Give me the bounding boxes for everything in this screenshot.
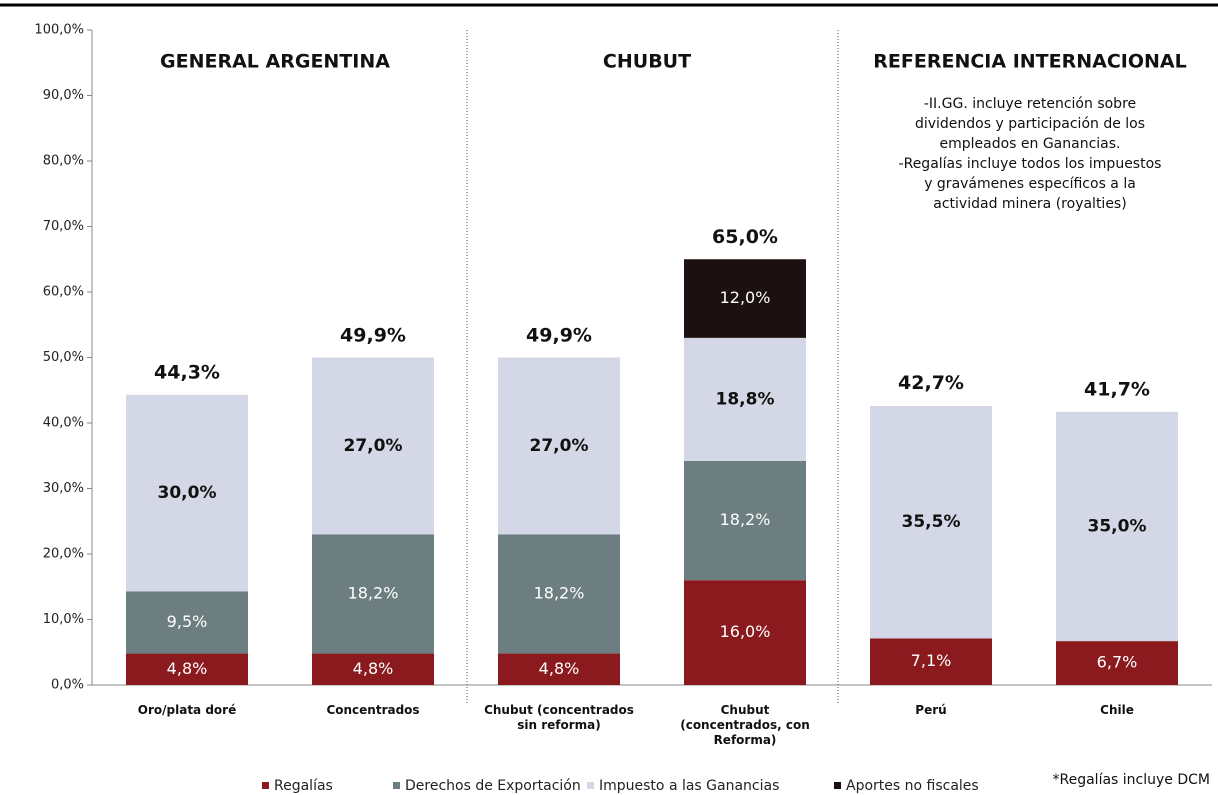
note-line: dividendos y participación de los (915, 116, 1145, 132)
legend-swatch (262, 782, 269, 789)
segment-label: 7,1% (911, 651, 952, 670)
bar-segment (126, 591, 248, 654)
bar-segment (1056, 641, 1178, 685)
segment-label: 16,0% (720, 622, 771, 641)
x-tick-label: Chubut (concentrados sin reforma) (484, 703, 634, 732)
total-label: 44,3% (154, 361, 220, 383)
bar-segment (312, 534, 434, 654)
y-tick-label: 90,0% (43, 88, 84, 103)
bar-segment (126, 394, 248, 592)
x-tick-label: Chile (1100, 703, 1134, 717)
x-tick-label: Concentrados (326, 703, 420, 717)
total-label: 42,7% (898, 372, 964, 394)
y-tick-label: 40,0% (43, 416, 84, 431)
segment-label: 35,5% (902, 512, 961, 532)
y-tick-label: 20,0% (43, 547, 84, 562)
segment-label: 18,2% (534, 583, 585, 602)
legend-swatch (587, 782, 594, 789)
segment-label: 27,0% (530, 436, 589, 456)
bar-segment (498, 357, 620, 535)
bar-segment (870, 405, 992, 639)
legend-label: Derechos de Exportación (405, 778, 581, 794)
y-tick-label: 30,0% (43, 481, 84, 496)
y-tick-label: 60,0% (43, 285, 84, 300)
y-tick-label: 100,0% (34, 23, 84, 38)
segment-label: 4,8% (353, 659, 394, 678)
legend-label: Impuesto a las Ganancias (599, 778, 779, 794)
legend-label: Regalías (274, 778, 333, 794)
legend-swatch (393, 782, 400, 789)
x-tick-label: Chubut (concentrados, con Reforma) (680, 703, 810, 747)
note-line: -II.GG. incluye retención sobre (924, 96, 1136, 112)
segment-label: 18,2% (720, 510, 771, 529)
segment-label: 30,0% (158, 483, 217, 503)
section-title: CHUBUT (603, 51, 691, 73)
bar-segment (498, 534, 620, 654)
bar-segment (684, 580, 806, 685)
total-label: 41,7% (1084, 378, 1150, 400)
legend-swatch (834, 782, 841, 789)
segment-label: 18,2% (348, 583, 399, 602)
segment-label: 9,5% (167, 612, 208, 631)
bar-segment (126, 653, 248, 685)
x-tick-label: Perú (915, 703, 947, 717)
bar-segment (312, 653, 434, 685)
bar-segment (870, 638, 992, 685)
total-label: 65,0% (712, 226, 778, 248)
segment-label: 4,8% (167, 659, 208, 678)
segment-label: 35,0% (1088, 516, 1147, 536)
note-line: actividad minera (royalties) (933, 196, 1126, 212)
bar-segment (312, 357, 434, 535)
x-tick-label: Oro/plata doré (137, 703, 237, 717)
segment-label: 4,8% (539, 659, 580, 678)
note-line: y gravámenes específicos a la (924, 176, 1136, 192)
y-tick-label: 10,0% (43, 612, 84, 627)
segment-label: 12,0% (720, 288, 771, 307)
y-tick-label: 80,0% (43, 154, 84, 169)
total-label: 49,9% (526, 325, 592, 347)
y-tick-label: 50,0% (43, 350, 84, 365)
segment-label: 6,7% (1097, 653, 1138, 672)
bar-segment (684, 259, 806, 338)
section-title: GENERAL ARGENTINA (160, 51, 390, 73)
note-line: empleados en Ganancias. (939, 136, 1120, 152)
bar-segment (1056, 411, 1178, 642)
segment-label: 18,8% (716, 389, 775, 409)
y-tick-label: 0,0% (51, 678, 84, 693)
segment-label: 27,0% (344, 436, 403, 456)
total-label: 49,9% (340, 325, 406, 347)
bar-segment (684, 337, 806, 461)
y-tick-label: 70,0% (43, 219, 84, 234)
bar-segment (684, 460, 806, 581)
footnote: *Regalías incluye DCM (1053, 772, 1211, 788)
section-title: REFERENCIA INTERNACIONAL (873, 51, 1186, 73)
legend-label: Aportes no fiscales (846, 778, 979, 794)
note-line: -Regalías incluye todos los impuestos (899, 156, 1162, 172)
bar-segment (498, 653, 620, 685)
